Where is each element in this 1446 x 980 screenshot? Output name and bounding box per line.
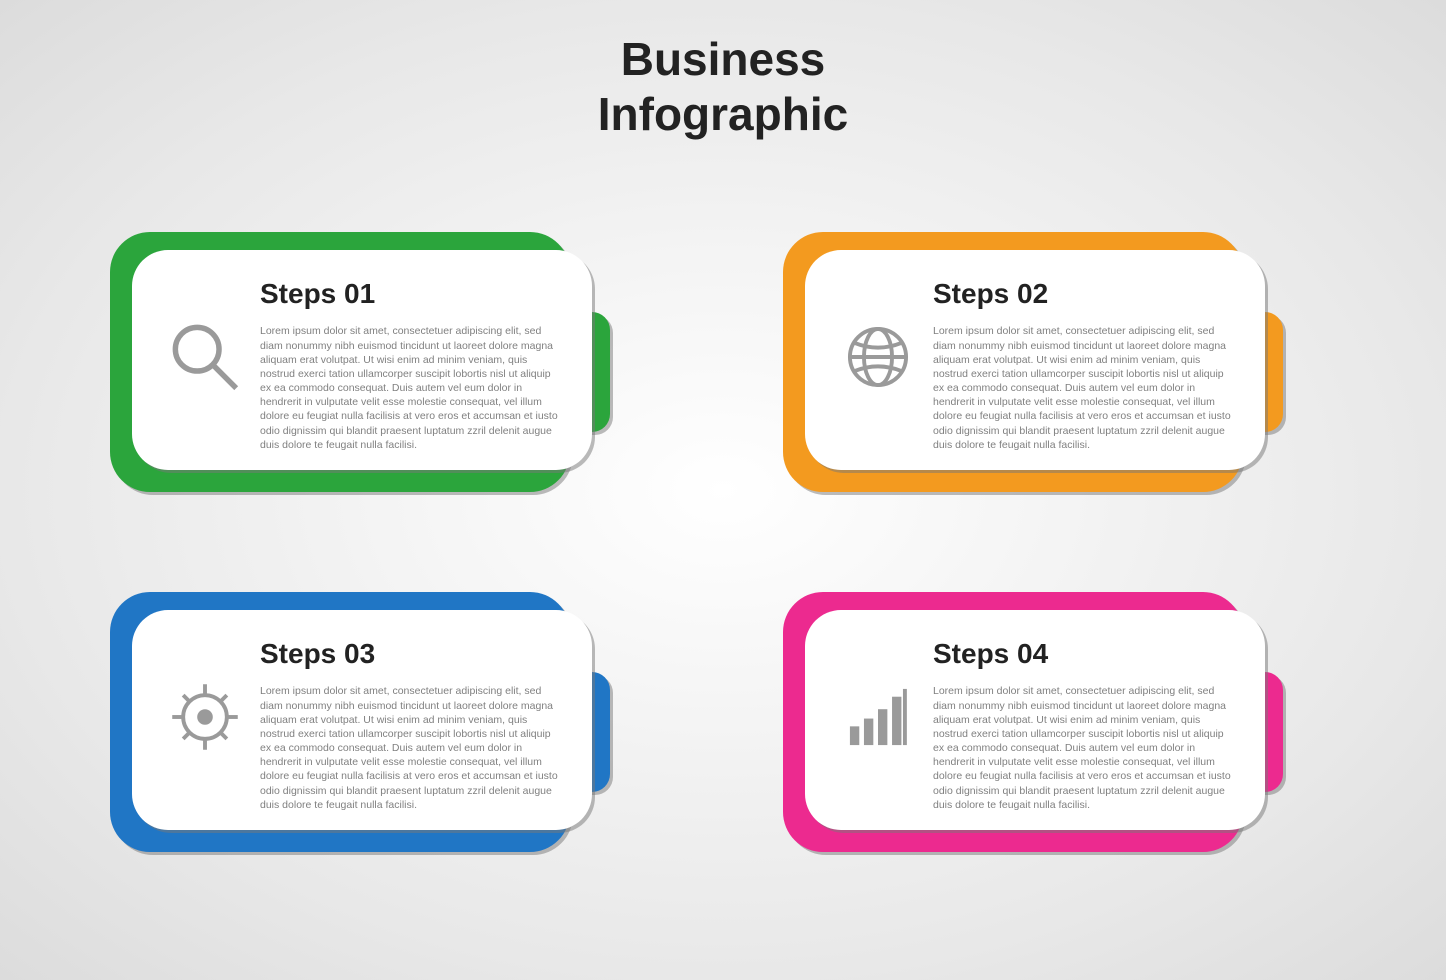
step-body-04: Lorem ipsum dolor sit amet, consectetuer… xyxy=(933,684,1237,812)
globe-icon xyxy=(833,278,923,396)
step-card-02: Steps 02 Lorem ipsum dolor sit amet, con… xyxy=(783,232,1283,502)
step-body-02: Lorem ipsum dolor sit amet, consectetuer… xyxy=(933,324,1237,452)
title-line-1: Business xyxy=(0,32,1446,87)
target-icon xyxy=(160,638,250,756)
front-panel-03: Steps 03 Lorem ipsum dolor sit amet, con… xyxy=(132,610,592,830)
page-title: Business Infographic xyxy=(0,0,1446,142)
infographic-grid: Steps 01 Lorem ipsum dolor sit amet, con… xyxy=(0,142,1446,862)
step-title-01: Steps 01 xyxy=(260,278,564,310)
front-panel-01: Steps 01 Lorem ipsum dolor sit amet, con… xyxy=(132,250,592,470)
step-title-02: Steps 02 xyxy=(933,278,1237,310)
bar-chart-icon xyxy=(833,638,923,756)
step-card-03: Steps 03 Lorem ipsum dolor sit amet, con… xyxy=(110,592,610,862)
step-body-01: Lorem ipsum dolor sit amet, consectetuer… xyxy=(260,324,564,452)
front-panel-04: Steps 04 Lorem ipsum dolor sit amet, con… xyxy=(805,610,1265,830)
title-line-2: Infographic xyxy=(0,87,1446,142)
step-card-01: Steps 01 Lorem ipsum dolor sit amet, con… xyxy=(110,232,610,502)
step-card-04: Steps 04 Lorem ipsum dolor sit amet, con… xyxy=(783,592,1283,862)
step-title-03: Steps 03 xyxy=(260,638,564,670)
front-panel-02: Steps 02 Lorem ipsum dolor sit amet, con… xyxy=(805,250,1265,470)
step-title-04: Steps 04 xyxy=(933,638,1237,670)
magnifier-icon xyxy=(160,278,250,396)
step-body-03: Lorem ipsum dolor sit amet, consectetuer… xyxy=(260,684,564,812)
